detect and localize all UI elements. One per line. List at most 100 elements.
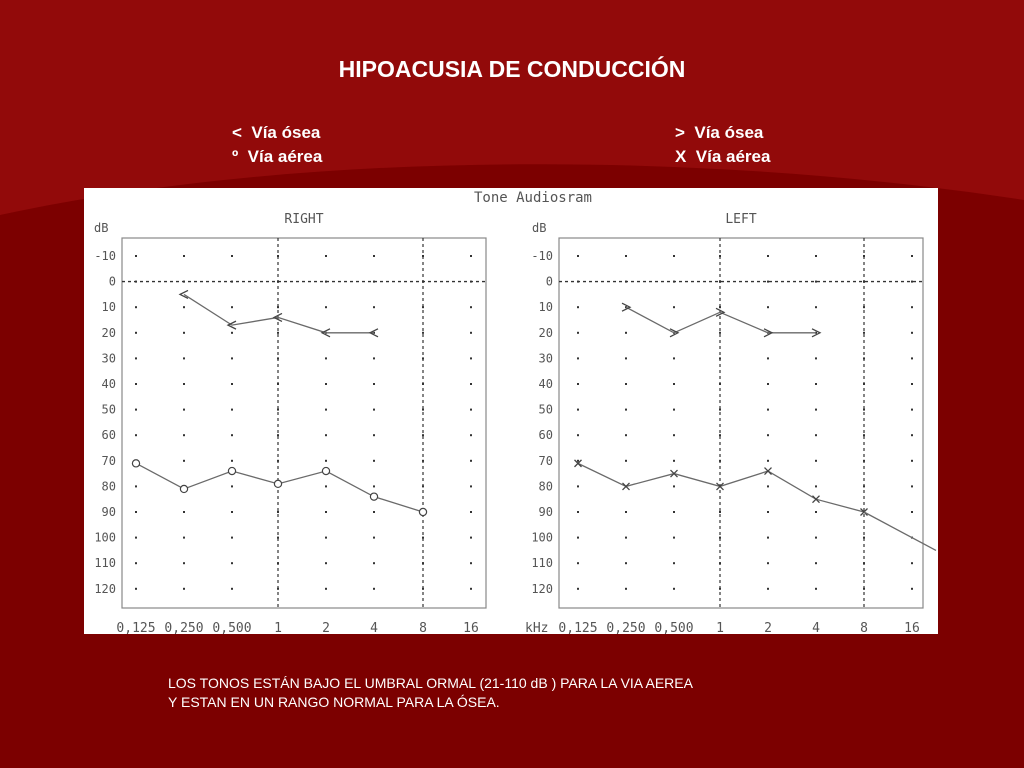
left-grid-dot <box>911 383 913 385</box>
right-air-marker <box>273 479 283 489</box>
left-air-marker <box>812 495 820 504</box>
right-grid-dot <box>422 587 424 590</box>
right-grid-dot <box>422 383 424 385</box>
left-bone-marker <box>715 307 726 317</box>
right-grid-dot <box>373 306 375 309</box>
right-grid-dot <box>231 562 233 565</box>
left-ytick-label: 120 <box>531 582 553 596</box>
right-grid-dot <box>373 357 375 360</box>
left-grid-dot <box>815 383 817 385</box>
right-grid-dot <box>135 587 137 590</box>
left-grid-dot <box>863 408 865 411</box>
left-grid-dot <box>673 306 675 309</box>
left-ytick-label: 20 <box>539 326 553 340</box>
left-grid-dot <box>719 434 721 437</box>
right-grid-dot <box>470 357 472 360</box>
left-grid-dot <box>911 485 913 488</box>
left-xtick-label: 0,500 <box>654 621 693 634</box>
left-grid-dot <box>625 459 627 462</box>
left-grid-dot <box>911 357 913 360</box>
left-grid-dot <box>767 536 769 539</box>
left-grid-dot <box>673 357 675 360</box>
right-bone-marker <box>320 328 331 338</box>
right-grid-dot <box>422 536 424 539</box>
left-ylabel: dB <box>532 221 546 235</box>
right-grid-dot <box>277 511 279 513</box>
right-ytick-label: 10 <box>102 300 116 314</box>
left-bone-marker <box>669 328 680 338</box>
left-air-marker <box>622 482 630 491</box>
right-grid-dot <box>231 511 233 513</box>
caption: LOS TONOS ESTÁN BAJO EL UMBRAL ORMAL (21… <box>168 674 868 712</box>
right-grid-dot <box>470 587 472 590</box>
right-grid-dot <box>135 562 137 565</box>
left-grid-dot <box>577 536 579 539</box>
left-grid-dot <box>815 434 817 437</box>
right-grid-dot <box>325 306 327 309</box>
right-grid-dot <box>277 408 279 411</box>
left-grid-dot <box>767 408 769 411</box>
left-grid-dot <box>719 280 721 283</box>
left-ytick-label: 0 <box>546 275 553 289</box>
legend-air-conduction-left: X Vía aérea <box>675 147 771 166</box>
right-bone-marker <box>272 312 283 323</box>
right-panel-frame <box>121 237 487 609</box>
left-grid-dot <box>673 280 675 283</box>
right-grid-dot <box>231 280 233 283</box>
right-grid-dot <box>231 383 233 385</box>
left-grid-dot <box>863 562 865 565</box>
right-air-marker <box>418 507 428 517</box>
left-bone-marker <box>621 302 632 312</box>
right-grid-dot <box>470 331 472 334</box>
right-xtick-label: 1 <box>274 621 282 634</box>
left-grid-dot <box>863 536 865 539</box>
left-grid-dot <box>767 485 769 488</box>
right-ytick-label: 100 <box>94 531 116 545</box>
left-grid-dot <box>625 383 627 385</box>
right-grid-dot <box>183 383 185 385</box>
left-ytick-label: 50 <box>539 403 553 417</box>
left-grid-dot <box>911 306 913 309</box>
right-grid-dot <box>470 280 472 283</box>
legend-left-ear: > Vía ósea X Vía aérea <box>675 121 770 169</box>
right-grid-dot <box>373 434 375 437</box>
right-grid-dot <box>231 536 233 539</box>
left-grid-dot <box>911 562 913 565</box>
left-grid-dot <box>673 587 675 590</box>
right-grid-dot <box>325 485 327 488</box>
right-air-marker <box>131 459 141 468</box>
right-grid-dot <box>325 536 327 539</box>
legend-right-ear: < Vía ósea º Vía aérea <box>232 121 322 169</box>
left-grid-dot <box>577 331 579 334</box>
left-ytick-label: 110 <box>531 556 553 570</box>
right-grid-dot <box>231 357 233 360</box>
right-grid-dot <box>231 331 233 334</box>
right-xtick-label: 0,500 <box>212 621 251 634</box>
left-xtick-label: 4 <box>812 621 820 634</box>
right-grid-dot <box>325 511 327 513</box>
left-grid-dot <box>577 562 579 565</box>
right-grid-dot <box>277 587 279 590</box>
left-grid-dot <box>719 408 721 411</box>
right-grid-dot <box>183 306 185 309</box>
right-grid-dot <box>135 255 137 257</box>
legend-air-conduction-right: º Vía aérea <box>232 147 323 166</box>
left-grid-dot <box>719 562 721 565</box>
legend-bone-conduction-left: > Vía ósea <box>675 123 764 142</box>
left-grid-dot <box>577 485 579 488</box>
right-grid-dot <box>470 408 472 411</box>
right-ylabel: dB <box>94 221 108 235</box>
left-xtick-label: 16 <box>904 621 920 634</box>
right-grid-dot <box>422 331 424 334</box>
left-grid-dot <box>719 306 721 309</box>
left-grid-dot <box>767 357 769 360</box>
right-grid-dot <box>277 459 279 462</box>
left-grid-dot <box>863 587 865 590</box>
left-grid-dot <box>673 536 675 539</box>
left-grid-dot <box>815 408 817 411</box>
right-grid-dot <box>373 408 375 411</box>
right-grid-dot <box>470 562 472 565</box>
left-grid-dot <box>673 434 675 437</box>
left-grid-dot <box>673 485 675 488</box>
right-grid-dot <box>277 434 279 437</box>
